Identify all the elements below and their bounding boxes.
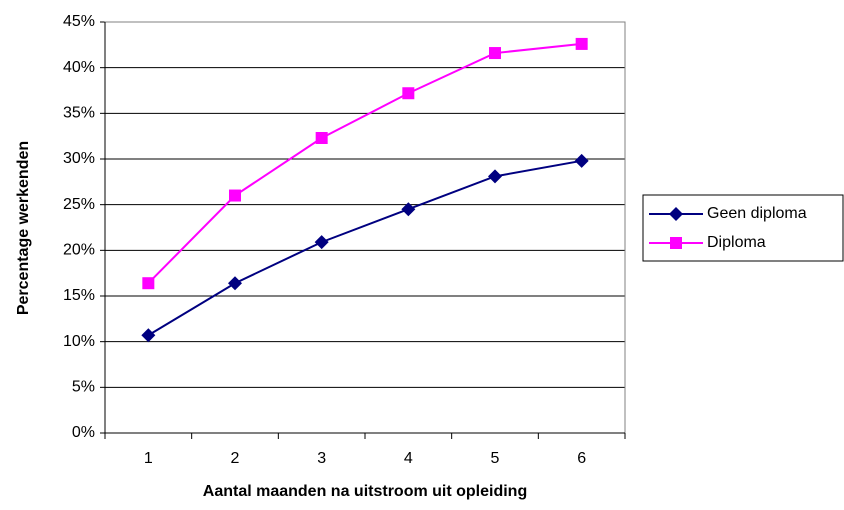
marker (315, 131, 328, 144)
legend-box (642, 194, 844, 262)
legend-label: Geen diploma (707, 205, 807, 222)
x-axis-title: Aantal maanden na uitstroom uit opleidin… (203, 483, 527, 500)
series-line (147, 42, 582, 284)
marker (142, 277, 155, 290)
x-tick-label: 5 (491, 450, 500, 467)
marker (574, 153, 589, 168)
y-tick-label: 30% (63, 150, 95, 167)
y-axis-title: Percentage werkenden (15, 141, 32, 315)
marker (401, 202, 416, 217)
marker (314, 235, 329, 250)
marker (669, 207, 683, 221)
marker (488, 169, 502, 184)
y-tick-label: 20% (63, 242, 95, 259)
series-line (147, 159, 582, 337)
y-tick-label: 25% (63, 196, 95, 213)
x-tick-label: 3 (317, 450, 326, 467)
y-tick-label: 15% (63, 287, 95, 304)
y-tick-label: 40% (63, 59, 95, 76)
marker (489, 47, 501, 60)
y-tick-label: 0% (72, 424, 95, 441)
y-tick-label: 35% (63, 105, 95, 122)
x-tick-label: 2 (231, 450, 240, 467)
marker (670, 237, 682, 249)
x-tick-label: 1 (144, 450, 153, 467)
marker (575, 37, 588, 50)
y-tick-label: 45% (63, 13, 95, 30)
plot-border (104, 21, 626, 434)
x-tick-label: 6 (577, 450, 586, 467)
marker (141, 328, 156, 343)
marker (228, 276, 242, 291)
marker (229, 189, 241, 202)
marker (402, 87, 415, 100)
x-tick-label: 4 (404, 450, 413, 467)
legend-label: Diploma (707, 234, 766, 251)
y-tick-label: 5% (72, 379, 95, 396)
y-tick-label: 10% (63, 333, 95, 350)
